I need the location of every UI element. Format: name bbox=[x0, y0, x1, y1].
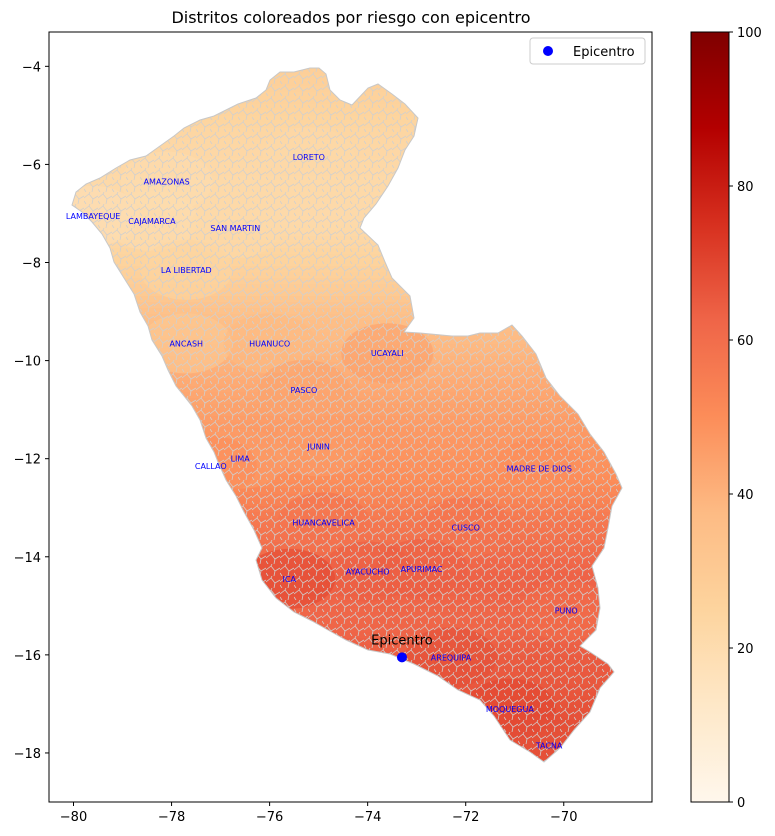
region-label: LA LIBERTAD bbox=[161, 266, 212, 275]
colorbar-gradient bbox=[690, 31, 730, 803]
x-tick-label: −70 bbox=[550, 810, 577, 825]
legend-box bbox=[529, 37, 646, 65]
epicentro-label: Epicentro bbox=[371, 633, 433, 648]
x-tick-label: −76 bbox=[256, 810, 283, 825]
region-label: MADRE DE DIOS bbox=[507, 464, 572, 473]
risk-band bbox=[72, 80, 622, 87]
risk-band bbox=[49, 794, 652, 801]
region-label: ANCASH bbox=[169, 339, 203, 348]
district-borders bbox=[72, 68, 622, 762]
colorbar-tick-label: 0 bbox=[737, 796, 745, 811]
y-tick-label: −12 bbox=[14, 453, 41, 468]
region-label: ICA bbox=[283, 575, 297, 584]
risk-band bbox=[49, 776, 652, 783]
risk-band bbox=[72, 98, 622, 105]
region-label: CALLAO bbox=[195, 462, 227, 471]
chart-title: Distritos coloreados por riesgo con epic… bbox=[171, 8, 530, 27]
legend-label: Epicentro bbox=[573, 45, 635, 60]
region-label: SAN MARTIN bbox=[210, 224, 260, 233]
risk-band bbox=[72, 752, 622, 759]
y-tick-label: −10 bbox=[14, 355, 41, 370]
risk-band bbox=[72, 86, 622, 93]
country-outline bbox=[71, 67, 623, 763]
region-label: LAMBAYEQUE bbox=[66, 212, 121, 221]
risk-band bbox=[72, 68, 622, 75]
legend: Epicentro bbox=[529, 37, 646, 65]
map-layer bbox=[49, 67, 652, 807]
region-label: PUNO bbox=[555, 607, 578, 616]
region-label: HUANCAVELICA bbox=[292, 518, 355, 527]
x-tick-label: −74 bbox=[354, 810, 381, 825]
region-label: AYACUCHO bbox=[346, 567, 390, 576]
risk-band bbox=[72, 758, 622, 762]
risk-band bbox=[72, 92, 622, 99]
y-tick-label: −16 bbox=[14, 649, 41, 664]
x-tick-label: −72 bbox=[452, 810, 479, 825]
risk-band bbox=[49, 800, 652, 807]
region-label: AMAZONAS bbox=[144, 178, 190, 187]
region-label: AREQUIPA bbox=[431, 653, 472, 662]
y-tick-label: −8 bbox=[22, 257, 41, 272]
region-label: TACNA bbox=[535, 742, 563, 751]
plot-frame bbox=[48, 31, 653, 803]
x-axis: −80 −78 −76 −74 −72 −70 bbox=[60, 802, 577, 825]
risk-band bbox=[49, 788, 652, 795]
colorbar-tick-label: 80 bbox=[737, 180, 754, 195]
y-tick-label: −18 bbox=[14, 747, 41, 762]
risk-band bbox=[49, 782, 652, 789]
risk-band bbox=[72, 74, 622, 81]
risk-band bbox=[49, 764, 652, 771]
y-axis: −4 −6 −8 −10 −12 −14 −16 −18 bbox=[14, 60, 49, 762]
y-tick-label: −6 bbox=[22, 158, 41, 173]
legend-marker bbox=[543, 46, 553, 56]
region-label: HUANUCO bbox=[249, 339, 290, 348]
risk-band bbox=[49, 770, 652, 777]
x-tick-label: −80 bbox=[60, 810, 87, 825]
region-label: JUNIN bbox=[306, 442, 330, 451]
region-label: LORETO bbox=[293, 153, 325, 162]
colorbar-tick-label: 40 bbox=[737, 488, 754, 503]
x-tick-label: −78 bbox=[158, 810, 185, 825]
region-label: MOQUEGUA bbox=[486, 705, 534, 714]
region-label: CUSCO bbox=[452, 523, 480, 532]
y-tick-label: −14 bbox=[14, 551, 41, 566]
region-label: UCAYALI bbox=[371, 349, 404, 358]
region-label: CAJAMARCA bbox=[128, 217, 176, 226]
colorbar-tick-label: 20 bbox=[737, 642, 754, 657]
colorbar-tick-label: 100 bbox=[737, 26, 762, 41]
y-tick-label: −4 bbox=[22, 60, 41, 75]
region-label: PASCO bbox=[291, 386, 318, 395]
region-label: APURIMAC bbox=[401, 565, 443, 574]
region-labels: LORETO AMAZONAS LAMBAYEQUE CAJAMARCA SAN MAR… bbox=[66, 153, 578, 751]
colorbar-tick-label: 60 bbox=[737, 334, 754, 349]
colorbar: 0 20 40 60 80 100 bbox=[690, 26, 762, 811]
epicentro-marker bbox=[396, 652, 407, 663]
epicentro-layer: Epicentro bbox=[371, 633, 433, 663]
region-label: LIMA bbox=[231, 455, 251, 464]
